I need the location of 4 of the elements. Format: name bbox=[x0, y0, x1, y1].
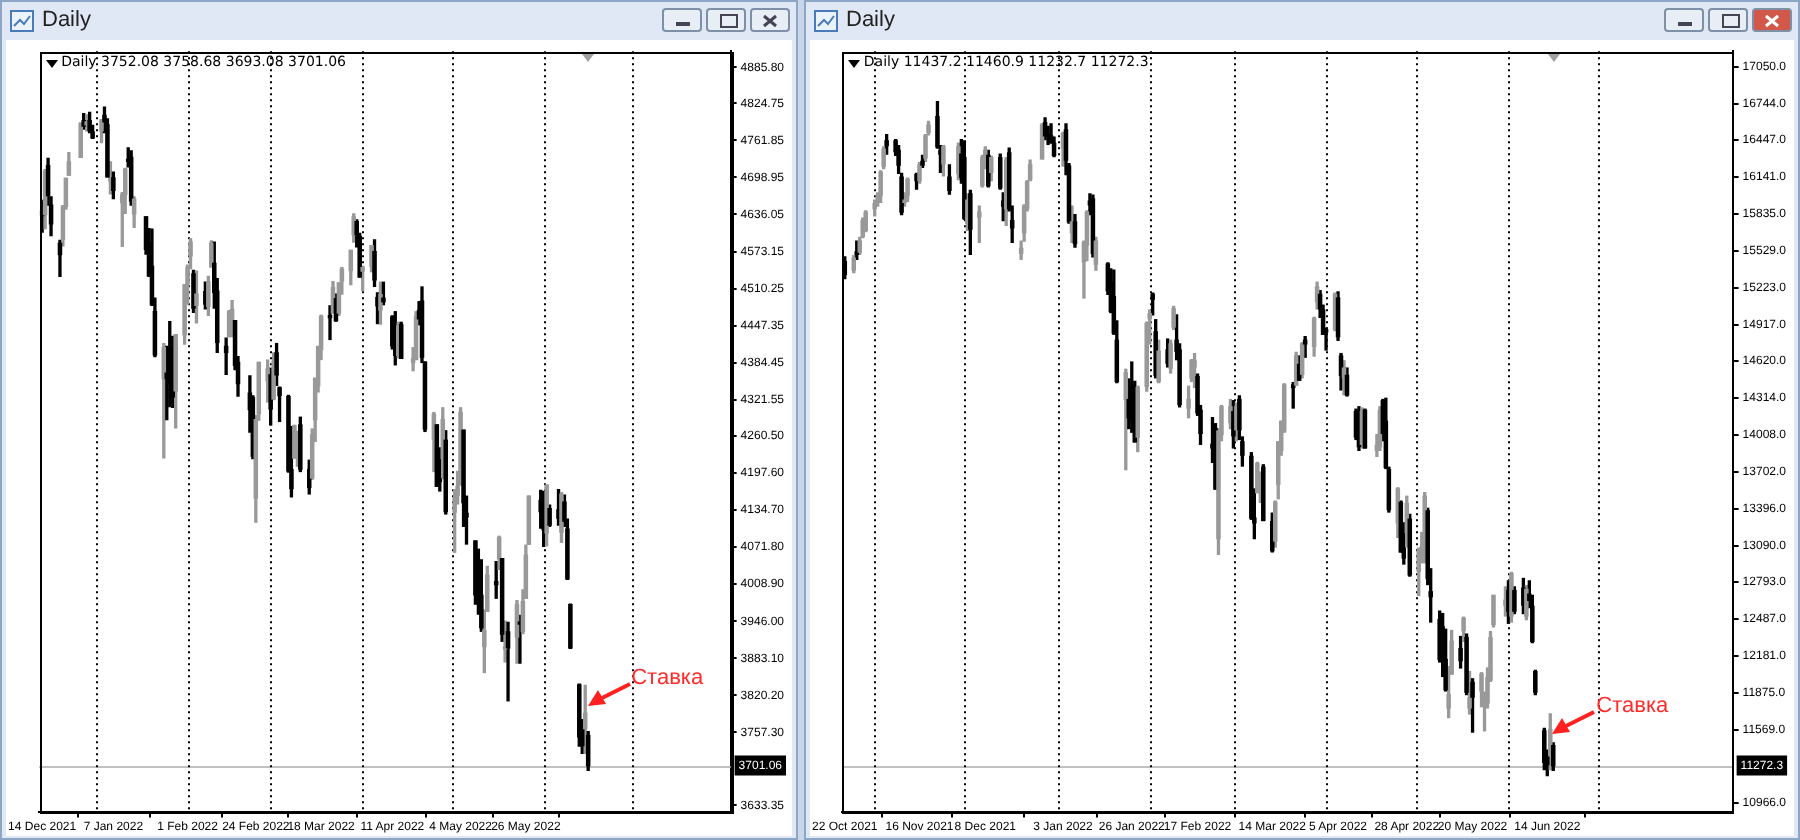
annotation: Ставка bbox=[631, 665, 704, 690]
annotation: Ставка bbox=[1596, 693, 1669, 718]
chart-title: Daily bbox=[42, 8, 91, 32]
chart-title: Daily bbox=[846, 8, 895, 32]
